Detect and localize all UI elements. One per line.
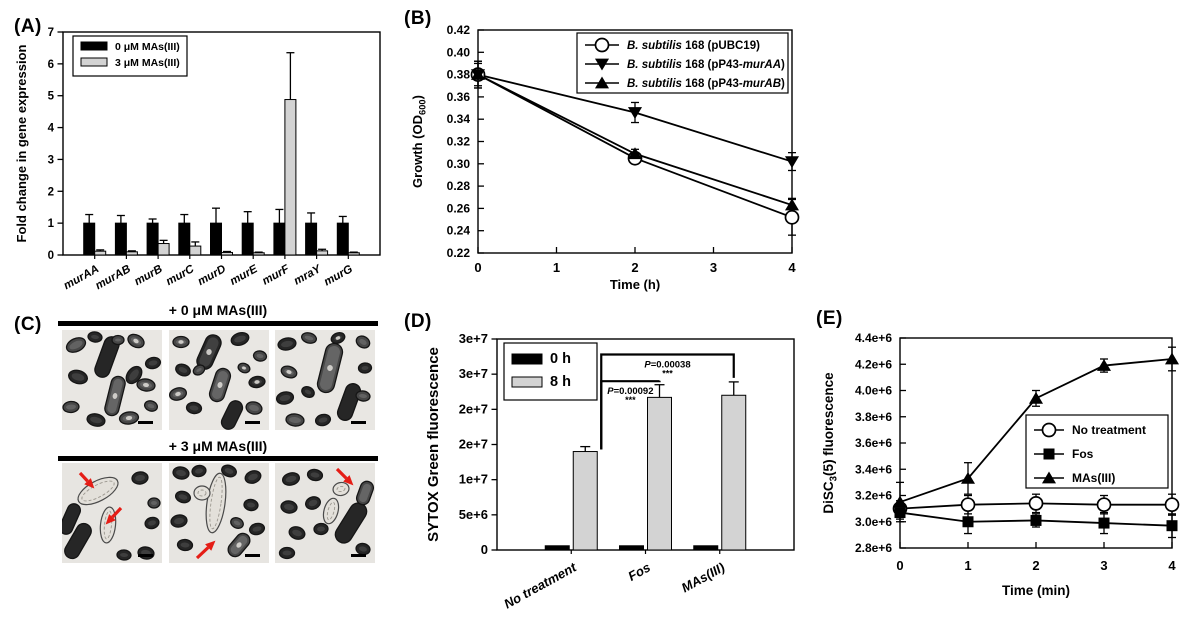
svg-text:0: 0 bbox=[474, 260, 481, 275]
svg-text:MAs(III): MAs(III) bbox=[679, 560, 727, 596]
svg-text:4: 4 bbox=[48, 123, 55, 135]
svg-text:4.2e+6: 4.2e+6 bbox=[855, 357, 892, 371]
svg-text:0.32: 0.32 bbox=[447, 135, 471, 149]
svg-text:3: 3 bbox=[48, 154, 54, 166]
chart-b-growth-curves: 0.22 0.24 0.26 0.28 0.30 0.32 0.34 0.36 0.38 0.40… bbox=[410, 23, 800, 292]
micrograph-3um-3 bbox=[275, 463, 375, 563]
chart-a-gene-expression-bars: 0 1 2 3 4 5 6 7 Fold change in gene expression mu… bbox=[14, 27, 381, 292]
panel-e-label: (E) bbox=[816, 308, 843, 329]
svg-text:1: 1 bbox=[553, 260, 560, 275]
svg-text:3.4e+6: 3.4e+6 bbox=[855, 462, 892, 476]
micrograph-0um-1 bbox=[62, 330, 162, 430]
svg-text:4.4e+6: 4.4e+6 bbox=[855, 331, 892, 345]
svg-text:0.38: 0.38 bbox=[447, 68, 471, 82]
svg-text:2.8e+6: 2.8e+6 bbox=[855, 541, 892, 555]
svg-text:6: 6 bbox=[48, 59, 54, 71]
svg-text:3e+7: 3e+7 bbox=[459, 331, 488, 346]
svg-text:2e+7: 2e+7 bbox=[459, 437, 488, 452]
svg-text:3.0e+6: 3.0e+6 bbox=[855, 515, 892, 529]
micrograph-group-title-0um: + 0 μM MAs(III) bbox=[168, 302, 268, 318]
svg-text:Time (min): Time (min) bbox=[1002, 583, 1070, 598]
svg-text:Time (h): Time (h) bbox=[610, 277, 660, 292]
svg-text:0 h: 0 h bbox=[550, 351, 571, 367]
svg-text:No treatment: No treatment bbox=[501, 559, 579, 611]
svg-text:8 h: 8 h bbox=[550, 374, 571, 390]
svg-text:3: 3 bbox=[710, 260, 717, 275]
svg-text:3.6e+6: 3.6e+6 bbox=[855, 436, 892, 450]
svg-text:B. subtilis 168 (pP43-murAB): B. subtilis 168 (pP43-murAB) bbox=[627, 78, 785, 90]
panel-c-label: (C) bbox=[14, 314, 42, 335]
micrograph-0um-3 bbox=[275, 330, 375, 430]
svg-text:0: 0 bbox=[896, 558, 903, 573]
svg-text:2e+7: 2e+7 bbox=[459, 401, 488, 416]
chart-e-disc-fluorescence: 2.8e+6 3.0e+6 3.2e+6 3.4e+6 3.6e+6 3.8e+6 4.0e… bbox=[821, 331, 1180, 598]
svg-text:mraY: mraY bbox=[292, 262, 324, 287]
svg-text:DiSC3(5) fluorescence: DiSC3(5) fluorescence bbox=[821, 372, 840, 514]
svg-text:1: 1 bbox=[48, 218, 55, 230]
svg-text:SYTOX Green fluorescence: SYTOX Green fluorescence bbox=[425, 347, 442, 542]
svg-text:murG: murG bbox=[322, 263, 355, 288]
svg-text:P=0.00092: P=0.00092 bbox=[607, 386, 653, 397]
svg-text:murD: murD bbox=[196, 263, 228, 288]
svg-text:murAA: murAA bbox=[62, 263, 101, 292]
svg-text:4: 4 bbox=[788, 260, 796, 275]
svg-text:B. subtilis 168 (pP43-murAA): B. subtilis 168 (pP43-murAA) bbox=[627, 59, 785, 71]
chart-d-sytox-bars: 0 5e+6 1e+7 2e+7 2e+7 3e+7 3e+7 SYTOX Green flu… bbox=[425, 331, 795, 611]
svg-text:0: 0 bbox=[48, 250, 54, 262]
svg-text:No treatment: No treatment bbox=[1072, 423, 1146, 437]
svg-text:0.28: 0.28 bbox=[447, 179, 471, 193]
svg-text:1e+7: 1e+7 bbox=[459, 472, 488, 487]
micrograph-3um-2 bbox=[169, 463, 269, 563]
svg-text:4.0e+6: 4.0e+6 bbox=[855, 384, 892, 398]
panel-d-label: (D) bbox=[404, 311, 432, 332]
svg-text:Growth (OD600): Growth (OD600) bbox=[410, 95, 428, 188]
svg-text:0 μM MAs(III): 0 μM MAs(III) bbox=[115, 41, 180, 53]
svg-text:0.30: 0.30 bbox=[447, 157, 471, 171]
svg-text:0.22: 0.22 bbox=[447, 246, 471, 260]
svg-text:P=0.00038: P=0.00038 bbox=[644, 359, 690, 370]
svg-text:murAB: murAB bbox=[94, 263, 133, 292]
svg-text:0.34: 0.34 bbox=[447, 112, 471, 126]
micrograph-group-title-3um: + 3 μM MAs(III) bbox=[168, 438, 268, 454]
svg-text:4: 4 bbox=[1168, 558, 1176, 573]
svg-text:0.26: 0.26 bbox=[447, 201, 471, 215]
svg-text:7: 7 bbox=[48, 27, 54, 39]
svg-text:1: 1 bbox=[964, 558, 971, 573]
svg-text:2: 2 bbox=[1032, 558, 1039, 573]
svg-text:murC: murC bbox=[164, 263, 197, 288]
svg-text:3.8e+6: 3.8e+6 bbox=[855, 410, 892, 424]
svg-text:0: 0 bbox=[481, 542, 488, 557]
svg-text:0.24: 0.24 bbox=[447, 224, 471, 238]
svg-text:3.2e+6: 3.2e+6 bbox=[855, 489, 892, 503]
svg-text:0.36: 0.36 bbox=[447, 90, 471, 104]
svg-text:5e+6: 5e+6 bbox=[459, 507, 488, 522]
divider-bar-0um bbox=[58, 321, 378, 326]
svg-text:murB: murB bbox=[132, 263, 164, 288]
micrograph-3um-1 bbox=[62, 463, 162, 563]
svg-text:Fos: Fos bbox=[1072, 447, 1094, 461]
svg-text:3 μM MAs(III): 3 μM MAs(III) bbox=[115, 57, 180, 69]
micrograph-0um-2 bbox=[168, 330, 269, 430]
svg-text:***: *** bbox=[625, 395, 636, 405]
svg-text:3e+7: 3e+7 bbox=[459, 366, 488, 381]
svg-text:Fos: Fos bbox=[625, 560, 652, 584]
panel-b-label: (B) bbox=[404, 8, 432, 29]
divider-bar-3um bbox=[58, 456, 378, 461]
svg-text:0.42: 0.42 bbox=[447, 23, 471, 37]
svg-text:murF: murF bbox=[260, 263, 292, 288]
svg-text:5: 5 bbox=[48, 91, 55, 103]
panel-a-label: (A) bbox=[14, 16, 42, 37]
svg-text:***: *** bbox=[662, 368, 673, 378]
svg-text:3: 3 bbox=[1100, 558, 1107, 573]
svg-text:MAs(III): MAs(III) bbox=[1072, 471, 1115, 485]
svg-text:B. subtilis 168 (pUBC19): B. subtilis 168 (pUBC19) bbox=[627, 40, 760, 52]
svg-text:2: 2 bbox=[48, 186, 54, 198]
svg-text:2: 2 bbox=[631, 260, 638, 275]
svg-text:murE: murE bbox=[228, 263, 260, 288]
svg-text:Fold change in gene expression: Fold change in gene expression bbox=[14, 44, 29, 242]
svg-text:0.40: 0.40 bbox=[447, 45, 471, 59]
